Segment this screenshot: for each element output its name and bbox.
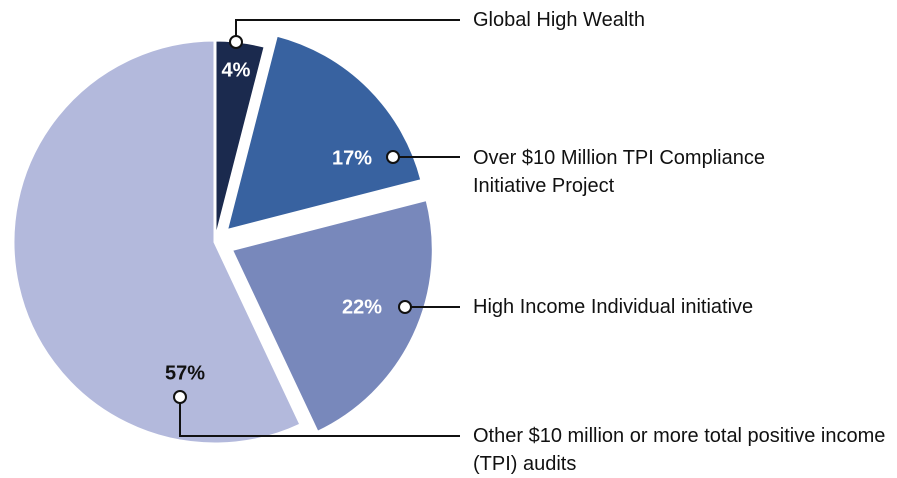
value-label: 22%: [342, 296, 382, 318]
legend-label: Global High Wealth: [473, 9, 645, 31]
legend-label: Other $10 million or more total positive…: [473, 425, 886, 475]
value-label: 17%: [332, 147, 372, 169]
leader-line: [179, 397, 460, 437]
pie-slice: [11, 38, 304, 446]
leader-dot: [398, 300, 412, 314]
value-label: 57%: [165, 362, 205, 384]
leader-dot: [386, 150, 400, 164]
leader-dot: [173, 390, 187, 404]
pie-slice: [224, 33, 424, 233]
value-label: 4%: [222, 59, 251, 81]
pie-slice: [229, 197, 435, 435]
leader-line: [235, 19, 460, 42]
legend-label: Over $10 Million TPI Compliance Initiati…: [473, 147, 765, 197]
legend-label: High Income Individual initiative: [473, 296, 754, 318]
leader-dot: [229, 35, 243, 49]
